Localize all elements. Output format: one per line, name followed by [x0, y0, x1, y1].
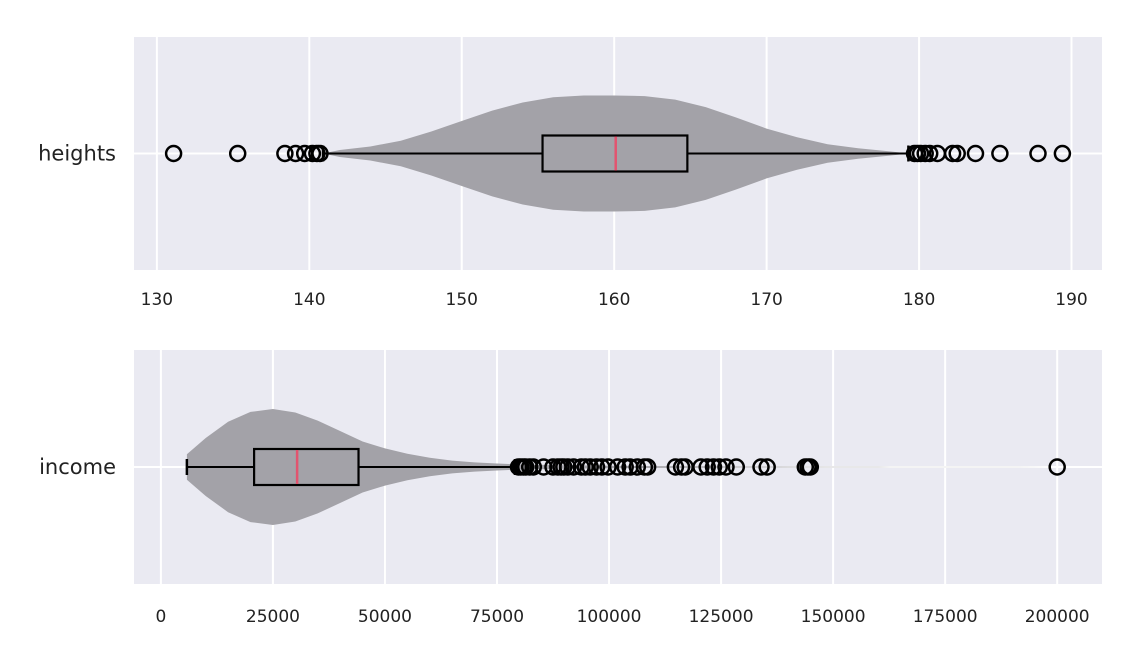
outlier-point — [1029, 144, 1047, 163]
x-tick-label: 140 — [293, 290, 325, 310]
outlier-point — [698, 458, 716, 476]
x-tick-label: 175000 — [913, 607, 978, 627]
heights-panel: 130 140 150 160 170 180 190 heights — [38, 37, 1102, 310]
outlier-point — [576, 458, 595, 476]
x-tick-label: 125000 — [689, 607, 754, 627]
outlier-point — [311, 144, 329, 163]
category-label: income — [39, 455, 116, 479]
outlier-point — [638, 458, 657, 476]
outlier-point — [564, 458, 583, 476]
x-tick-label: 170 — [750, 290, 782, 310]
outlier-point — [911, 144, 930, 163]
outlier-point — [608, 458, 627, 476]
outlier-point — [587, 458, 606, 476]
x-tick-label: 130 — [141, 290, 173, 310]
outlier-point — [966, 144, 985, 163]
outlier-point — [1048, 458, 1066, 476]
outlier-point — [948, 144, 966, 163]
outlier-point — [692, 458, 710, 476]
iqr-box — [541, 134, 689, 173]
outlier-point — [991, 144, 1009, 163]
outlier-point — [727, 458, 746, 476]
outlier-point — [1053, 144, 1072, 163]
x-tick-label: 180 — [903, 290, 935, 310]
outlier-point — [276, 144, 294, 163]
outlier-point — [559, 458, 577, 476]
outlier-point — [164, 144, 183, 163]
outlier-point — [704, 458, 723, 476]
x-tick-label: 75000 — [470, 607, 524, 627]
x-tick-label: 200000 — [1025, 607, 1090, 627]
outlier-point — [581, 458, 599, 476]
x-tick-label: 190 — [1055, 290, 1087, 310]
x-tick-label: 0 — [155, 607, 166, 627]
income-panel: 0 25000 50000 75000 100000 125000 150000 175000… — [39, 350, 1102, 627]
outlier-point — [228, 144, 247, 163]
x-tick-label: 25000 — [246, 607, 300, 627]
outlier-point — [943, 144, 962, 163]
outlier-point — [666, 458, 685, 476]
x-tick-label: 150 — [446, 290, 478, 310]
outlier-point — [628, 458, 647, 476]
x-tick-label: 50000 — [358, 607, 412, 627]
category-label: heights — [38, 142, 116, 166]
x-tick-label: 100000 — [577, 607, 642, 627]
outlier-point — [599, 458, 617, 476]
x-tick-label: 150000 — [801, 607, 866, 627]
outlier-point — [717, 458, 735, 476]
outlier-point — [286, 144, 305, 163]
outlier-point — [710, 458, 729, 476]
iqr-box — [253, 447, 360, 487]
outlier-point — [524, 458, 543, 476]
x-tick-label: 160 — [598, 290, 630, 310]
outlier-point — [752, 458, 770, 476]
outlier-point — [758, 458, 776, 476]
outlier-point — [920, 144, 939, 163]
outlier-point — [801, 458, 820, 476]
outlier-point — [616, 458, 634, 476]
